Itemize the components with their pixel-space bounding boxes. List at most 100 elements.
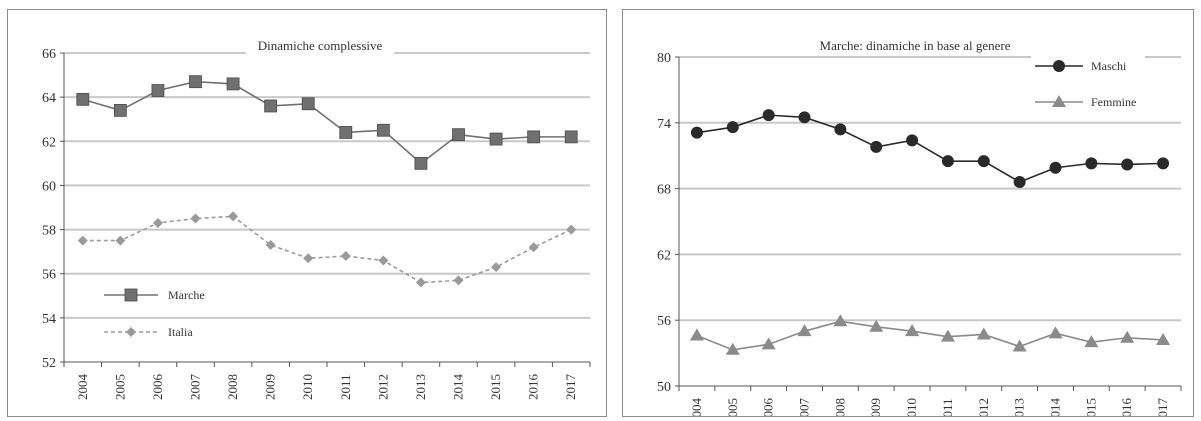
x-tick-label: 2008 bbox=[832, 398, 847, 416]
data-point bbox=[151, 84, 165, 97]
legend-marker bbox=[126, 327, 136, 337]
x-tick-label: 2016 bbox=[1119, 398, 1134, 417]
chart-title-bg bbox=[245, 36, 395, 55]
data-point bbox=[566, 224, 577, 235]
legend-label: Italia bbox=[168, 325, 193, 339]
series-femmine bbox=[689, 314, 1171, 355]
data-point bbox=[152, 217, 163, 228]
data-point bbox=[905, 324, 920, 337]
data-point bbox=[264, 99, 278, 113]
y-tick-label: 60 bbox=[42, 179, 56, 194]
chart-overall: 52 54 56 58 60 62 64 66 2004 2005 2006 2007 2008 2009… bbox=[42, 36, 591, 401]
legend-label: Maschi bbox=[1091, 59, 1127, 73]
data-point bbox=[415, 277, 426, 288]
data-point bbox=[378, 255, 389, 266]
legend-marker bbox=[1052, 95, 1066, 107]
data-point bbox=[1157, 157, 1170, 170]
data-point bbox=[189, 75, 202, 89]
data-point bbox=[941, 155, 954, 168]
series-line bbox=[82, 215, 572, 284]
series-maschi bbox=[690, 109, 1170, 189]
data-point bbox=[1013, 176, 1026, 189]
data-point bbox=[834, 123, 847, 136]
data-point bbox=[527, 130, 541, 144]
series-marche bbox=[76, 75, 578, 170]
data-point bbox=[1049, 161, 1062, 174]
y-tick-label: 50 bbox=[657, 380, 671, 395]
data-point bbox=[564, 130, 578, 144]
data-point bbox=[228, 211, 239, 222]
x-tick-label: 2005 bbox=[725, 398, 740, 416]
x-tick-label: 2014 bbox=[1048, 398, 1063, 417]
y-tick-label: 74 bbox=[657, 117, 671, 132]
data-point bbox=[870, 140, 883, 153]
data-point bbox=[339, 126, 353, 139]
x-tick-label: 2015 bbox=[1083, 398, 1098, 416]
data-point bbox=[190, 213, 201, 224]
y-tick-label: 64 bbox=[42, 91, 56, 106]
data-point bbox=[301, 97, 315, 111]
x-tick-label: 2013 bbox=[1012, 398, 1027, 416]
x-tick-label: 2008 bbox=[225, 374, 240, 400]
data-point bbox=[906, 134, 919, 147]
series-italia bbox=[77, 211, 577, 288]
data-point bbox=[303, 253, 314, 264]
x-tick-label: 2006 bbox=[150, 374, 165, 401]
chart-title-bg bbox=[796, 36, 1034, 55]
data-point bbox=[376, 123, 390, 137]
x-tick-label: 2017 bbox=[563, 374, 578, 401]
x-tick-label: 2010 bbox=[904, 398, 919, 416]
x-tick-label: 2014 bbox=[451, 374, 466, 401]
x-tick-label: 2017 bbox=[1155, 398, 1170, 417]
data-point bbox=[869, 319, 884, 332]
x-tick-label: 2011 bbox=[338, 374, 353, 400]
x-tick-label: 2007 bbox=[797, 398, 812, 417]
x-tick-label: 2011 bbox=[940, 398, 955, 416]
x-tick-label: 2009 bbox=[263, 374, 278, 400]
data-point bbox=[761, 337, 776, 350]
data-point bbox=[489, 132, 503, 146]
data-point bbox=[77, 235, 88, 246]
data-point bbox=[1085, 157, 1098, 170]
chart-title: Dinamiche complessive bbox=[258, 38, 383, 53]
legend-marker bbox=[1053, 60, 1065, 72]
x-tick-label: 2010 bbox=[300, 374, 315, 400]
y-tick-label: 62 bbox=[42, 135, 56, 150]
x-tick-label: 2005 bbox=[112, 374, 127, 400]
y-tick-label: 62 bbox=[657, 248, 671, 263]
y-tick-label: 54 bbox=[42, 312, 56, 327]
data-point bbox=[115, 235, 126, 246]
data-point bbox=[491, 262, 502, 273]
data-point bbox=[452, 128, 465, 142]
x-tick-label: 2004 bbox=[75, 374, 90, 401]
data-point bbox=[1120, 330, 1135, 343]
data-point bbox=[226, 77, 240, 91]
chart-panel-gender: 50 56 62 68 74 80 2004 2005 2006 2007 2008 2009 2010… bbox=[622, 9, 1194, 417]
y-tick-label: 66 bbox=[42, 47, 56, 62]
data-point bbox=[726, 121, 739, 134]
data-point bbox=[762, 109, 775, 122]
x-tick-label: 2013 bbox=[413, 374, 428, 400]
x-tick-label: 2012 bbox=[976, 398, 991, 416]
y-tick-label: 58 bbox=[42, 224, 56, 239]
data-point bbox=[690, 126, 703, 139]
x-tick-label: 2016 bbox=[526, 374, 541, 401]
data-point bbox=[113, 103, 127, 117]
data-point bbox=[797, 324, 812, 337]
data-point bbox=[977, 155, 990, 168]
x-tick-label: 2007 bbox=[188, 374, 203, 401]
chart-gender: 50 56 62 68 74 80 2004 2005 2006 2007 2008 2009 2010… bbox=[657, 36, 1182, 417]
data-point bbox=[798, 111, 811, 124]
chart-panel-overall: 52 54 56 58 60 62 64 66 2004 2005 2006 2007 2008 2009… bbox=[7, 9, 607, 417]
data-point bbox=[1012, 339, 1027, 352]
y-tick-label: 80 bbox=[657, 51, 671, 66]
data-point bbox=[1048, 326, 1063, 339]
x-tick-label: 2015 bbox=[488, 374, 503, 400]
x-tick-label: 2006 bbox=[761, 398, 776, 417]
data-point bbox=[414, 156, 428, 170]
y-tick-label: 56 bbox=[657, 314, 671, 329]
data-point bbox=[265, 240, 276, 251]
data-point bbox=[1156, 332, 1171, 345]
data-point bbox=[940, 329, 955, 342]
data-point bbox=[340, 251, 351, 262]
